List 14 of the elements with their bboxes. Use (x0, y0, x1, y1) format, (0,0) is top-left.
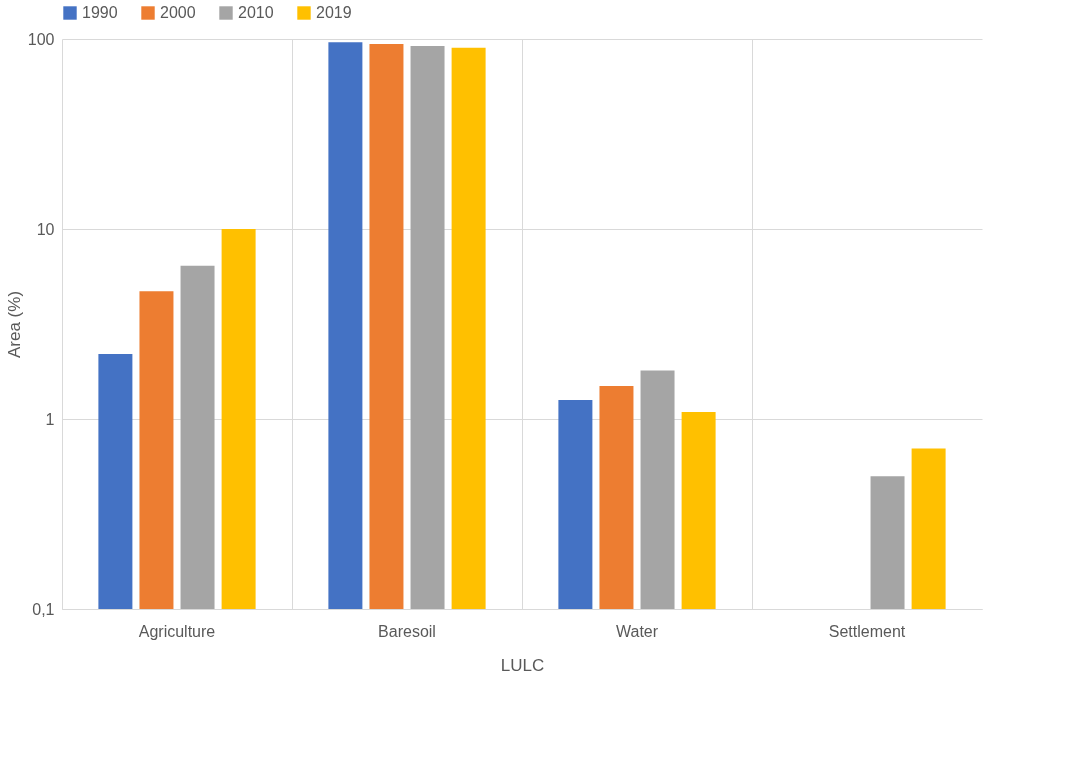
x-tick-label: Settlement (828, 622, 906, 640)
y-tick-label: 10 (36, 220, 55, 238)
x-tick-label: Water (615, 622, 659, 640)
legend-label: 1990 (82, 4, 118, 21)
x-tick-label: Agriculture (138, 622, 216, 640)
legend-label: 2019 (316, 4, 352, 21)
y-tick-label: 0,1 (32, 600, 55, 618)
legend-label: 2010 (238, 4, 274, 21)
x-axis-title: LULC (500, 655, 545, 675)
legend-label: 2000 (160, 4, 196, 21)
y-tick-label: 100 (27, 30, 55, 48)
x-tick-label: Baresoil (378, 622, 436, 640)
y-tick-label: 1 (45, 410, 55, 428)
y-axis-title: Area (%) (4, 290, 24, 359)
